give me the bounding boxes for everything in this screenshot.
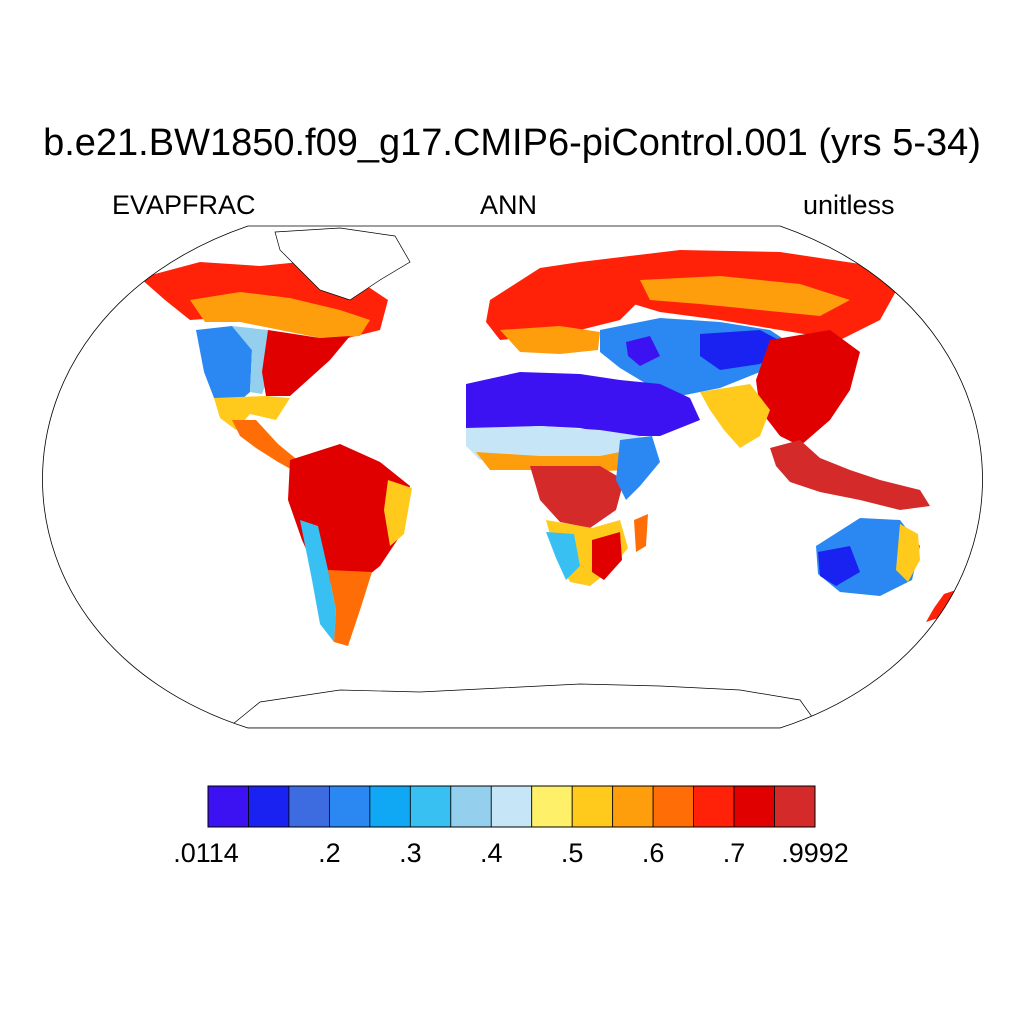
colorbar-box bbox=[450, 785, 492, 828]
north-america-boreal bbox=[190, 292, 370, 338]
colorbar-label-0: .0114 bbox=[173, 838, 239, 868]
colorbar-label-4: .5 bbox=[560, 838, 584, 868]
colorbar-box bbox=[571, 785, 614, 828]
greenland-outline bbox=[274, 227, 411, 301]
units-label: unitless bbox=[803, 190, 895, 220]
colorbar-label-7: .9992 bbox=[781, 838, 849, 868]
central-africa bbox=[530, 466, 624, 528]
colorbar-label-1: .2 bbox=[318, 838, 341, 868]
colorbar-box bbox=[490, 785, 533, 828]
australia-east bbox=[896, 524, 920, 582]
australia-desert bbox=[818, 546, 860, 586]
land-field bbox=[140, 227, 968, 728]
colorbar-box bbox=[248, 785, 290, 828]
southeast-asia bbox=[770, 440, 930, 510]
antarctica-outline bbox=[227, 683, 821, 728]
colorbar-label-5: .6 bbox=[641, 838, 665, 868]
colorbar-box bbox=[612, 785, 654, 828]
colorbar-label-3: .4 bbox=[480, 838, 503, 868]
south-america-west bbox=[300, 520, 336, 642]
caspian-region bbox=[626, 336, 660, 366]
variable-label: EVAPFRAC bbox=[112, 190, 256, 220]
south-america-south bbox=[328, 570, 372, 646]
season-label: ANN bbox=[480, 190, 538, 220]
north-america-west bbox=[196, 326, 252, 408]
colorbar-box bbox=[774, 785, 816, 828]
south-america-east bbox=[384, 480, 412, 546]
kalahari bbox=[546, 532, 580, 580]
sahara bbox=[466, 372, 700, 436]
colorbar-box bbox=[693, 785, 735, 828]
southeast-africa bbox=[592, 532, 622, 580]
colorbar-box bbox=[409, 785, 452, 828]
colorbar-box bbox=[531, 785, 573, 828]
east-africa bbox=[616, 436, 660, 500]
europe-south bbox=[500, 326, 600, 354]
colorbar-label-6: .7 bbox=[722, 838, 746, 868]
colorbar-box bbox=[733, 785, 775, 828]
gobi-desert bbox=[700, 330, 790, 370]
colorbar-box bbox=[652, 785, 695, 828]
central-america bbox=[232, 420, 300, 472]
figure-title: b.e21.BW1850.f09_g17.CMIP6-piControl.001… bbox=[43, 122, 981, 164]
colorbar-box bbox=[288, 785, 330, 828]
siberia-inner bbox=[640, 276, 850, 316]
north-america-east bbox=[262, 330, 350, 396]
east-asia bbox=[756, 330, 860, 446]
colorbar-label-2: .3 bbox=[399, 838, 422, 868]
colorbar-box bbox=[369, 785, 411, 828]
colorbar-box bbox=[207, 785, 249, 828]
colorbar-frame bbox=[207, 785, 816, 828]
globe-boundary bbox=[42, 225, 983, 729]
sahel bbox=[466, 426, 650, 460]
colorbar-box bbox=[328, 785, 371, 828]
india bbox=[700, 384, 770, 448]
madagascar bbox=[634, 514, 648, 552]
